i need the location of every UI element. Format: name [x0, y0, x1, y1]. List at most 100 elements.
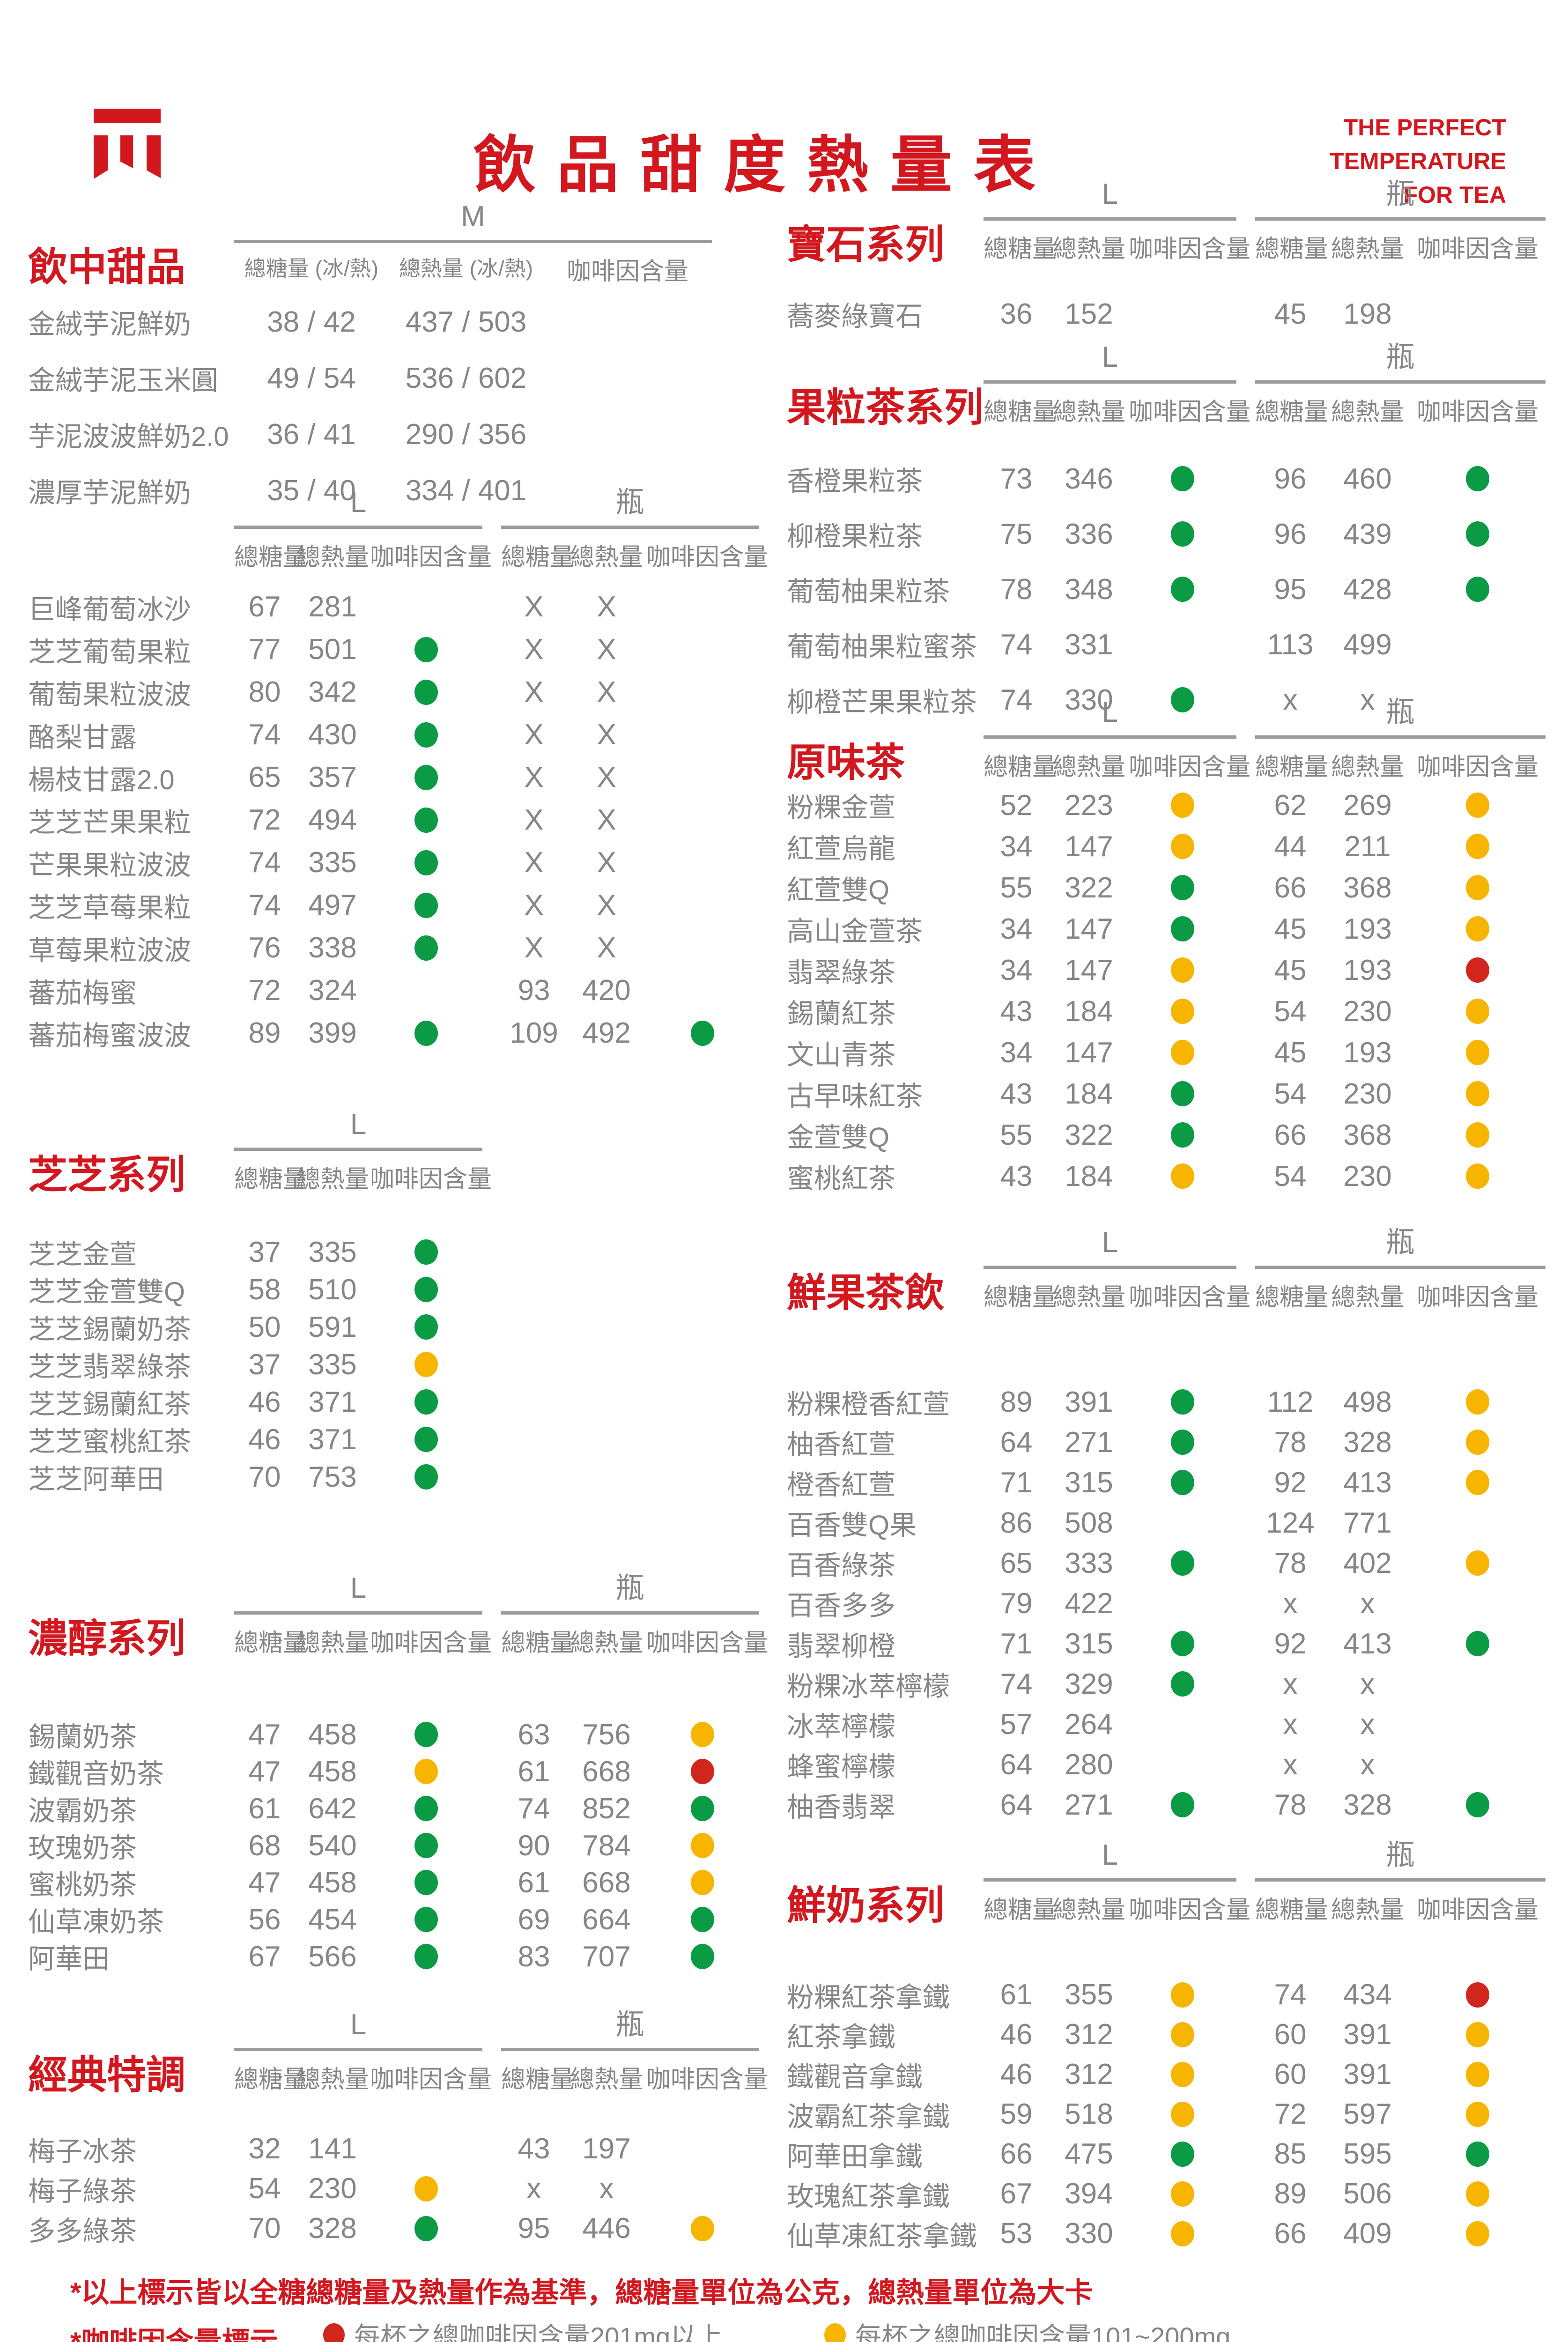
bottle-calories-value: 498 [1343, 1386, 1392, 1418]
bottle-calories-value: X [597, 591, 616, 623]
menu-row: 紅茶拿鐵 46 312 60 391 [787, 2015, 1546, 2054]
col-header-caffeine: 咖啡因含量 [566, 258, 688, 285]
l-calories-value: 330 [1065, 683, 1113, 716]
bottle-calories-value: 269 [1343, 789, 1392, 822]
l-caffeine-dot [1171, 2022, 1194, 2047]
size-label-l: L [234, 1573, 482, 1615]
menu-row: 芝芝錫蘭奶茶 50 591 [28, 1307, 482, 1345]
bottle-calories-value: x [599, 2172, 614, 2205]
l-caffeine-dot [414, 764, 438, 790]
bottle-calories-value: X [597, 761, 616, 793]
bottle-caffeine-dot [1466, 2221, 1489, 2246]
l-calories-value: 264 [1065, 1708, 1113, 1741]
bottle-caffeine-dot [1466, 957, 1489, 983]
l-sugar-value: 34 [1000, 954, 1033, 986]
l-sugar-value: 57 [1000, 1708, 1033, 1741]
l-caffeine-dot [1171, 1631, 1194, 1656]
l-sugar-value: 61 [248, 1792, 281, 1825]
l-sugar-value: 36 [1000, 297, 1033, 330]
drink-name: 錫蘭奶茶 [28, 1722, 137, 1752]
col-header-caffeine: 咖啡因含量 [1416, 754, 1538, 781]
col-header-caffeine: 咖啡因含量 [1129, 399, 1251, 426]
l-caffeine-dot [1171, 1712, 1194, 1737]
l-calories-value: 591 [308, 1311, 357, 1343]
size-label-bottle: 瓶 [501, 1573, 759, 1615]
section-plain-tea: L 瓶 原味茶 總糖量 總熱量 咖啡因含量 總糖量 總熱量 咖啡因含量 粉粿金萱… [787, 697, 1546, 1197]
legend-item-text: 每杯之總咖啡因含量101~200mg [855, 2322, 1231, 2342]
bottle-caffeine-dot [691, 850, 714, 875]
bottle-calories-value: 668 [582, 1866, 631, 1899]
col-header-sugar: 總糖量 [1255, 399, 1329, 426]
page-title: 飲品甜度熱量表 [473, 131, 1057, 200]
bottle-sugar-value: 95 [1274, 573, 1307, 606]
menu-row: 百香綠茶 65 333 78 402 [787, 1543, 1546, 1583]
drink-name: 粉粿橙香紅萱 [787, 1389, 950, 1420]
bottle-sugar-value: 72 [1274, 2098, 1307, 2130]
section-fresh-milk: L 瓶 鮮奶系列 總糖量 總熱量 咖啡因含量 總糖量 總熱量 咖啡因含量 粉粿紅… [787, 1840, 1546, 2253]
col-header-calories: 總熱量 [1331, 1284, 1404, 1311]
menu-row: 香橙果粒茶 73 346 96 460 [787, 451, 1546, 506]
col-header-calories: 總熱量 [296, 1166, 369, 1193]
l-calories-value: 510 [308, 1273, 357, 1306]
bottle-calories-value: 446 [582, 2212, 631, 2245]
bottle-calories-value: X [597, 846, 616, 879]
l-caffeine-dot [414, 1352, 438, 1377]
size-label-l: L [984, 1227, 1236, 1269]
l-sugar-value: 79 [1000, 1587, 1033, 1620]
bottle-caffeine-dot [691, 1722, 714, 1747]
menu-row: 酪梨甘露 74 430 X X [28, 713, 759, 756]
bottle-sugar-value: 45 [1274, 954, 1307, 986]
drink-name: 鐵觀音奶茶 [28, 1759, 164, 1789]
bottle-sugar-value: x [1283, 683, 1298, 716]
col-header-sugar: 總糖量 [984, 236, 1057, 263]
col-header-caffeine: 咖啡因含量 [1129, 1897, 1251, 1924]
bottle-sugar-value: 89 [1274, 2178, 1307, 2210]
bottle-calories-value: X [597, 889, 616, 921]
l-calories-value: 338 [308, 932, 357, 964]
drink-name: 芝芝芒果果粒 [28, 807, 192, 838]
l-caffeine-dot [1171, 577, 1194, 602]
l-calories-value: 458 [308, 1755, 357, 1788]
l-calories-value: 454 [308, 1903, 357, 1936]
drink-name: 金絨芋泥鮮奶 [28, 309, 192, 340]
l-sugar-value: 74 [248, 719, 281, 751]
l-calories-value: 147 [1065, 830, 1113, 863]
bottle-caffeine-dot [1466, 1792, 1489, 1817]
l-sugar-value: 74 [248, 889, 281, 921]
menu-row: 高山金萱茶 34 147 45 193 [787, 908, 1546, 949]
sugar-value: 35 / 40 [267, 474, 356, 507]
col-header-caffeine: 咖啡因含量 [1416, 1284, 1538, 1311]
bottle-caffeine-dot [691, 2216, 714, 2241]
drink-name: 多多綠茶 [28, 2216, 137, 2246]
l-caffeine-dot [1171, 1164, 1194, 1189]
l-calories-value: 336 [1065, 518, 1113, 550]
l-caffeine-dot [414, 1020, 438, 1046]
bottle-sugar-value: 78 [1274, 1426, 1307, 1459]
l-calories-value: 333 [1065, 1547, 1113, 1579]
bottle-calories-value: 707 [582, 1940, 631, 1973]
drink-name: 芝芝錫蘭紅茶 [28, 1389, 192, 1420]
drink-name: 蕃茄梅蜜波波 [28, 1020, 192, 1051]
l-sugar-value: 64 [1000, 1426, 1033, 1459]
drink-name: 高山金萱茶 [787, 916, 923, 947]
l-sugar-value: 80 [248, 676, 281, 708]
bottle-sugar-value: x [1283, 1748, 1298, 1781]
l-sugar-value: 68 [248, 1829, 281, 1862]
l-sugar-value: 43 [1000, 1160, 1033, 1193]
bottle-caffeine-dot [691, 1833, 714, 1858]
bottle-calories-value: 664 [582, 1903, 631, 1936]
drink-name: 芝芝翡翠綠茶 [28, 1352, 192, 1382]
l-calories-value: 184 [1065, 1160, 1113, 1193]
bottle-caffeine-dot [1466, 2181, 1489, 2207]
bottle-caffeine-dot [691, 765, 714, 790]
section-title: 原味茶 [787, 741, 905, 785]
section-title: 果粒茶系列 [787, 385, 984, 430]
l-caffeine-dot [414, 1759, 438, 1784]
caffeine-legend-label: *咖啡因含量標示 [70, 2320, 278, 2342]
l-sugar-value: 73 [1000, 462, 1033, 495]
l-calories-value: 371 [308, 1423, 357, 1456]
bottle-caffeine-dot [1466, 577, 1489, 602]
l-sugar-value: 58 [248, 1273, 281, 1306]
l-sugar-value: 67 [248, 591, 281, 623]
